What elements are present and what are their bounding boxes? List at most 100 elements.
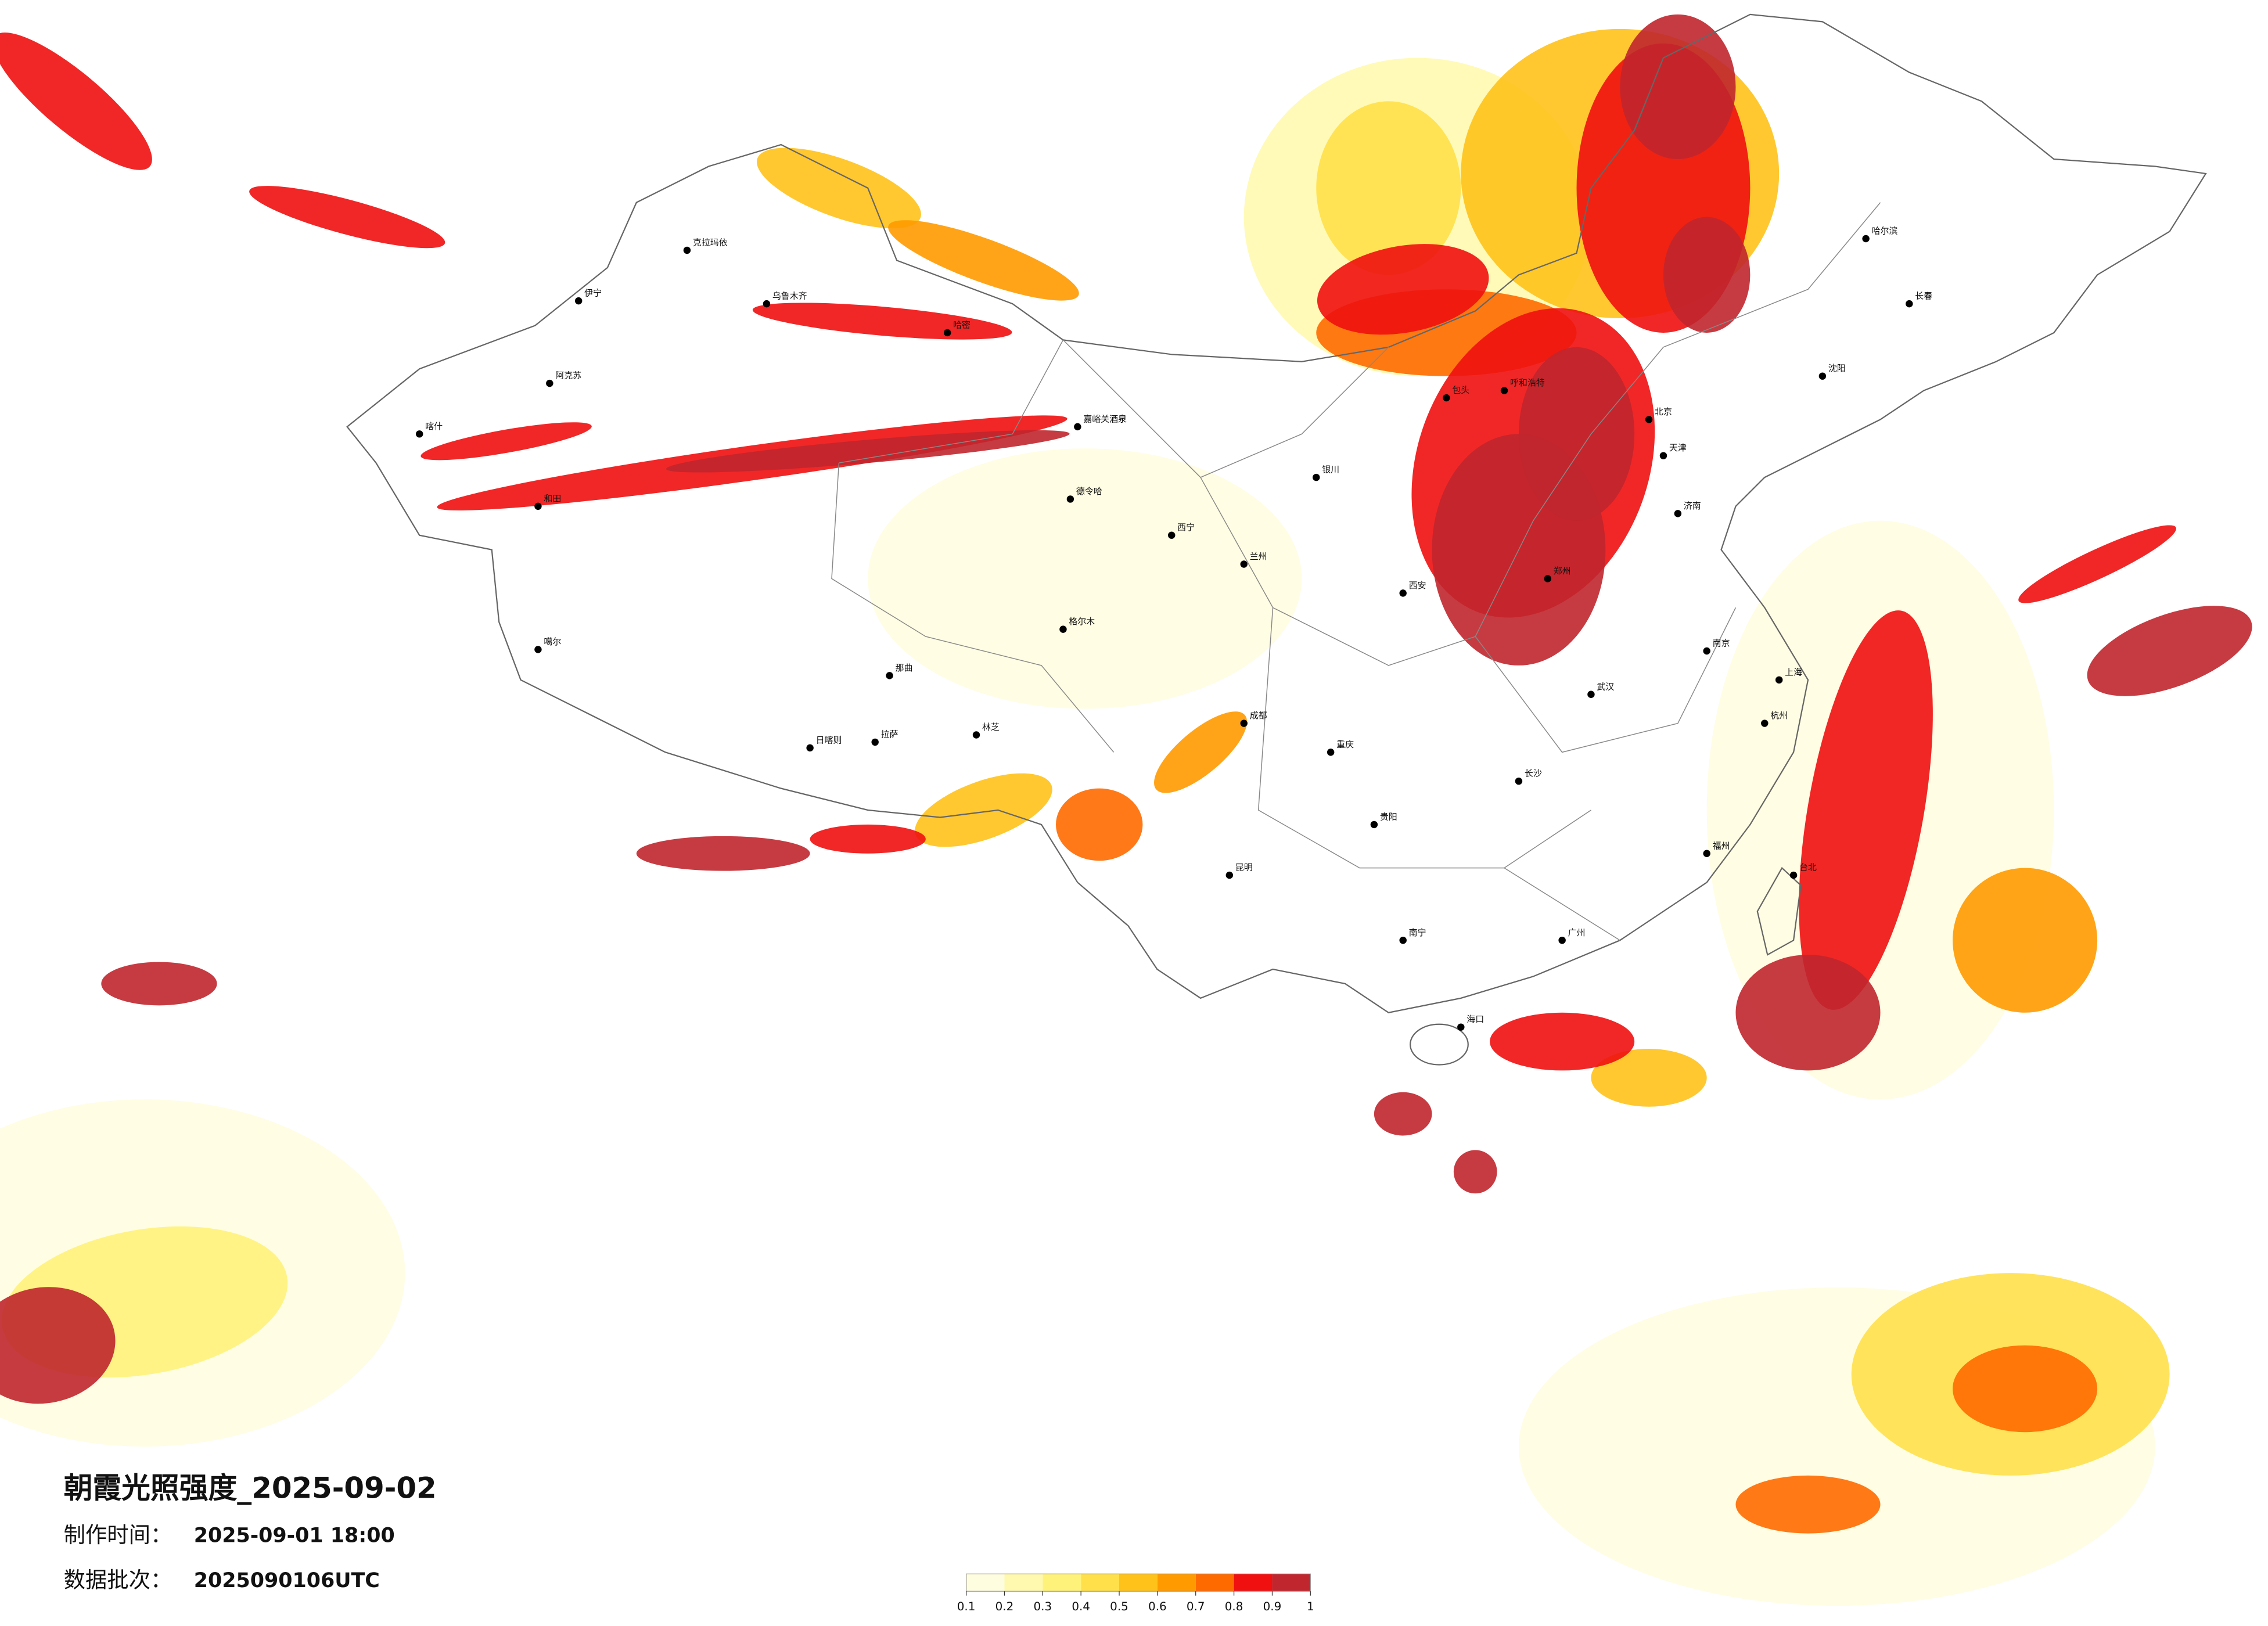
- colorbar-frame: [965, 1573, 1311, 1592]
- city-label: 上海: [1785, 667, 1802, 677]
- city-label: 伊宁: [584, 288, 602, 298]
- intensity-patch: [888, 220, 1079, 301]
- city-label: 嘉峪关酒泉: [1083, 413, 1127, 424]
- city-label: 武汉: [1597, 681, 1614, 692]
- city-label: 克拉玛依: [693, 238, 728, 248]
- colorbar-swatch: [966, 1574, 1005, 1592]
- city-dot: [1775, 676, 1783, 684]
- city-label: 长春: [1915, 291, 1932, 301]
- colorbar: 0.1 0.2 0.3 0.4 0.5 0.6 0.7 0.8 0.9 1: [957, 1573, 1314, 1613]
- city-dot: [1544, 575, 1551, 582]
- country-outline: [346, 13, 2207, 1013]
- intensity-patch: [1735, 955, 1881, 1071]
- city-dot: [1906, 300, 1913, 308]
- colorbar-swatch: [1119, 1574, 1158, 1592]
- intensity-patch: [1055, 788, 1143, 861]
- city-dot: [806, 744, 814, 752]
- intensity-patch: [1591, 1049, 1707, 1107]
- taiwan-outline: [1756, 866, 1802, 956]
- intensity-patch: [1316, 101, 1461, 275]
- intensity-patch: [1453, 1150, 1497, 1194]
- city-dot: [1167, 531, 1176, 539]
- city-label: 广州: [1568, 927, 1586, 938]
- city-label: 日喀则: [816, 735, 842, 745]
- intensity-patch: [1620, 14, 1736, 160]
- city-dot: [1074, 423, 1081, 431]
- city-dot: [1789, 871, 1798, 879]
- city-label: 那曲: [896, 663, 913, 673]
- intensity-patch: [1735, 1475, 1881, 1534]
- intensity-patch: [666, 430, 1070, 473]
- city-label: 天津: [1669, 443, 1687, 453]
- city-label: 重庆: [1336, 739, 1354, 750]
- colorbar-swatch: [1157, 1574, 1196, 1592]
- city-dot: [1457, 1023, 1465, 1031]
- city-label: 西安: [1409, 580, 1426, 591]
- city-dot: [1558, 936, 1566, 944]
- city-dot: [1313, 473, 1320, 481]
- city-dot: [1659, 452, 1667, 459]
- intensity-patch: [1374, 1092, 1432, 1136]
- city-dot: [534, 502, 542, 510]
- city-dot: [1818, 372, 1827, 380]
- city-dot: [1370, 821, 1378, 829]
- colorbar-swatch: [1195, 1574, 1234, 1592]
- city-label: 乌鲁木齐: [772, 291, 807, 301]
- intensity-patch: [752, 303, 1012, 340]
- intensity-patch: [101, 962, 217, 1006]
- colorbar-tick-label: 0.9: [1263, 1600, 1282, 1613]
- intensity-patch: [0, 1287, 116, 1404]
- city-dot: [1059, 625, 1067, 633]
- intensity-patch: [249, 186, 445, 249]
- city-dot: [763, 300, 771, 308]
- city-label: 福州: [1713, 840, 1730, 851]
- colorbar-tick-label: 0.2: [995, 1600, 1014, 1613]
- intensity-patch: [1518, 347, 1635, 521]
- city-label: 林芝: [982, 722, 1000, 732]
- info-value: 2025-09-01 18:00: [194, 1524, 395, 1548]
- intensity-patch: [636, 836, 810, 871]
- map-title: 朝霞光照强度_2025-09-02: [64, 1471, 437, 1505]
- city-dot: [1587, 690, 1595, 698]
- city-label: 海口: [1467, 1014, 1484, 1024]
- city-dot: [683, 246, 691, 254]
- intensity-patch: [1317, 244, 1489, 335]
- hainan-outline: [1410, 1023, 1469, 1066]
- city-label: 杭州: [1770, 710, 1788, 721]
- city-label: 北京: [1655, 406, 1672, 417]
- city-dot: [1240, 560, 1248, 568]
- city-dot: [574, 297, 583, 305]
- intensity-patch: [1490, 1012, 1635, 1071]
- info-label: 制作时间：: [64, 1522, 172, 1548]
- city-dot: [886, 672, 893, 679]
- city-label: 台北: [1799, 862, 1817, 873]
- city-label: 哈密: [953, 319, 971, 330]
- city-dot: [1240, 720, 1248, 727]
- city-dot: [1066, 495, 1074, 503]
- city-label: 昆明: [1235, 862, 1253, 873]
- colorbar-tick-label: 1: [1307, 1600, 1314, 1613]
- intensity-patch: [1154, 711, 1248, 793]
- city-label: 成都: [1250, 710, 1267, 721]
- city-dot: [1399, 589, 1407, 597]
- city-dot: [1761, 720, 1769, 727]
- city-dot: [1645, 416, 1653, 423]
- colorbar-tick-label: 0.8: [1225, 1600, 1243, 1613]
- intensity-field: [0, 14, 2252, 1606]
- city-label: 郑州: [1554, 566, 1571, 576]
- city-dot: [1399, 936, 1407, 944]
- intensity-patch: [915, 773, 1052, 847]
- city-label: 包头: [1452, 385, 1469, 395]
- colorbar-tick-label: 0.5: [1110, 1600, 1128, 1613]
- city-dot: [1443, 394, 1450, 402]
- intensity-patch: [1953, 1345, 2098, 1433]
- intensity-patch: [0, 32, 152, 170]
- intensity-patch: [1953, 868, 2098, 1013]
- colorbar-tick-label: 0.3: [1033, 1600, 1052, 1613]
- city-label: 哈尔滨: [1872, 226, 1898, 236]
- city-label: 噶尔: [544, 636, 561, 647]
- intensity-patch: [756, 148, 921, 229]
